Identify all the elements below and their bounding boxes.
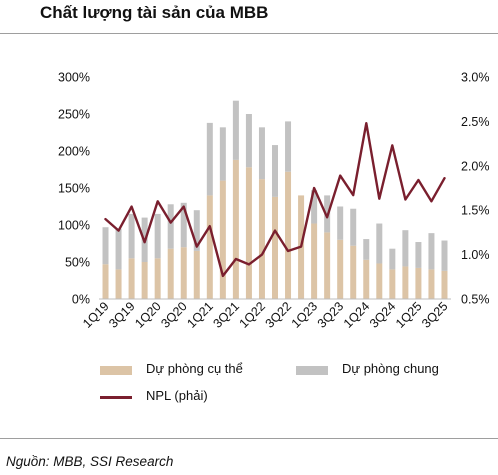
x-tick-label: 3Q23 [315,299,347,331]
y-left-tick-label: 300% [58,71,90,85]
x-tick-label: 3Q20 [158,299,190,331]
bar-specific-4q19 [141,262,148,299]
y-left-tick-label: 100% [58,219,90,233]
footer-divider [0,438,498,439]
x-tick-label: 3Q22 [263,299,295,331]
bar-general-2q24 [376,223,383,264]
bar-general-2q22 [272,145,278,197]
bar-general-1q25 [415,242,422,268]
bar-general-1q24 [363,239,370,260]
x-tick-label: 3Q25 [419,299,451,331]
asset-quality-chart: 0% 50% 100% 150% 200% 250% 300% 0.5% 1.0% 1.5% 2.0… [58,71,490,331]
x-tick-label: 3Q24 [367,299,399,331]
bar-specific-4q21 [245,167,252,299]
bar-general-4q24 [402,230,409,267]
x-tick-label: 1Q20 [132,299,164,331]
legend-label-npl: NPL (phải) [146,388,208,403]
legend-label-general: Dự phòng chung [342,361,439,376]
bar-specific-3q21 [232,159,239,299]
title-divider [0,33,498,34]
x-tick-label: 3Q19 [106,299,138,331]
bar-specific-2q22 [272,196,278,299]
bar-specific-3q25 [441,270,448,299]
y-right-tick-label: 2.0% [461,159,490,173]
x-tick-label: 1Q21 [184,299,216,331]
bar-specific-3q24 [389,269,396,299]
bar-specific-3q23 [337,239,344,299]
legend-item-specific: Dự phòng cụ thể [100,361,290,381]
bar-general-4q21 [245,114,252,168]
legend-item-general: Dự phòng chung [296,361,486,381]
bar-general-3q23 [337,206,344,240]
bar-specific-1q21 [206,195,213,299]
y-right-tick-label: 1.0% [461,248,490,262]
bar-specific-2q19 [115,269,122,299]
bar-general-4q23 [350,208,357,246]
x-tick-label: 1Q25 [393,299,425,331]
y-right-tick-label: 3.0% [461,71,490,85]
legend-label-specific: Dự phòng cụ thể [146,361,243,376]
bar-specific-1q19 [102,264,109,299]
bar-general-3q19 [128,213,135,259]
y-left-tick-label: 0% [72,293,90,307]
x-tick-label: 1Q22 [237,299,269,331]
bar-general-3q21 [232,100,239,160]
bar-general-2q19 [115,228,122,270]
bar-general-2q20 [167,204,174,249]
bar-specific-2q21 [219,180,226,299]
bar-specific-4q20 [193,250,200,299]
bar-specific-1q23 [311,223,318,299]
bar-specific-3q20 [180,247,187,299]
bar-specific-2q24 [376,263,383,299]
x-tick-label: 3Q21 [210,299,242,331]
bar-specific-1q24 [363,259,370,299]
bar-general-2q21 [219,127,226,181]
bar-general-3q20 [180,202,187,248]
bar-general-4q20 [193,210,200,251]
x-tick-label: 1Q24 [341,299,373,331]
legend-swatch-general [296,366,328,375]
bar-specific-1q22 [258,179,265,299]
y-right-tick-label: 0.5% [461,293,490,307]
bar-general-1q21 [206,122,213,196]
bar-general-1q23 [311,190,318,224]
bar-general-3q24 [389,248,396,270]
legend-item-npl: NPL (phải) [100,388,290,408]
bar-general-1q20 [154,213,161,259]
y-left-tick-label: 250% [58,108,90,122]
bar-specific-4q24 [402,266,409,299]
y-left-tick-label: 150% [58,182,90,196]
y-right-tick-label: 1.5% [461,204,490,218]
bar-specific-2q25 [428,269,435,299]
source-note: Nguồn: MBB, SSI Research [6,454,174,469]
bar-specific-1q25 [415,267,422,299]
bar-general-3q22 [285,121,292,172]
bar-general-3q25 [441,240,448,271]
x-tick-label: 1Q23 [289,299,321,331]
bar-specific-2q20 [167,248,174,299]
bar-specific-2q23 [324,232,331,299]
bar-specific-1q20 [154,258,161,299]
chart-title: Chất lượng tài sản của MBB [40,3,269,22]
y-left-tick-label: 200% [58,145,90,159]
legend-swatch-specific [100,366,132,375]
bar-general-2q25 [428,233,435,270]
bar-specific-3q22 [285,171,292,299]
legend-swatch-npl [100,396,132,399]
bar-general-1q19 [102,227,109,265]
bar-specific-4q23 [350,245,357,299]
y-left-tick-label: 50% [65,256,90,270]
bar-general-1q22 [258,127,265,180]
bar-specific-3q19 [128,258,135,299]
npl-line [104,121,446,278]
y-right-tick-label: 2.5% [461,115,490,129]
